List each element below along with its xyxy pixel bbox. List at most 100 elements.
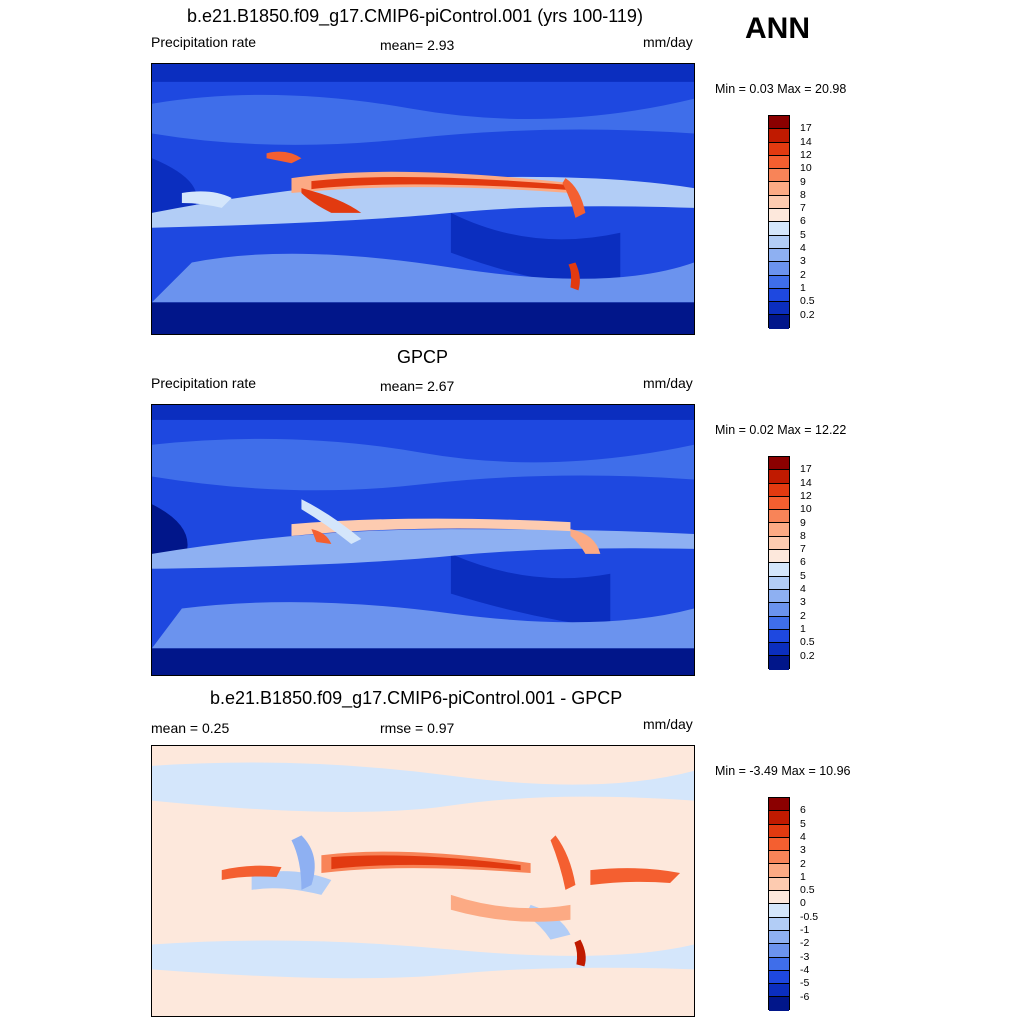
colorbar-tick-label: 2	[800, 857, 806, 870]
colorbar-segment	[769, 877, 789, 892]
colorbar-segment	[769, 235, 789, 249]
colorbar-segment	[769, 997, 789, 1011]
colorbar-segment	[769, 142, 789, 156]
colorbar-segment	[769, 851, 789, 865]
colorbar-segment	[769, 824, 789, 838]
colorbar-segment	[769, 315, 789, 329]
colorbar-tick-label: 5	[800, 817, 806, 830]
colorbar-segment	[769, 798, 789, 812]
colorbar-tick-label: 2	[800, 268, 806, 281]
panel-left-label: Precipitation rate	[151, 34, 257, 50]
model-precip-map	[151, 63, 695, 335]
colorbar-segment	[769, 917, 789, 931]
colorbar-tick-label: 6	[800, 804, 806, 817]
colorbar-segment	[769, 603, 789, 617]
panel-title: b.e21.B1850.f09_g17.CMIP6-piControl.001 …	[187, 6, 643, 26]
panel-left-label: Precipitation rate	[151, 375, 257, 391]
colorbar-tick-label: 0.5	[800, 636, 815, 649]
panel-mean-label: mean = 0.25	[151, 720, 230, 736]
colorbar-tick-label: 1	[800, 622, 806, 635]
colorbar-segment	[769, 550, 789, 564]
colorbar-tick-label: 12	[800, 489, 812, 502]
colorbar-segment	[769, 302, 789, 316]
colorbar-segment	[769, 209, 789, 223]
colorbar-segment	[769, 496, 789, 511]
colorbar-tick-label: 6	[800, 215, 806, 228]
colorbar-tick-label: 0.5	[800, 884, 815, 897]
colorbar-tick-label: -2	[800, 937, 810, 950]
colorbar-segment	[769, 944, 789, 958]
colorbar-segment	[769, 169, 789, 183]
colorbar-tick-label: 3	[800, 844, 806, 857]
panel-min-max: Min = -3.49 Max = 10.96	[715, 764, 851, 778]
diff-precip-map	[151, 745, 695, 1017]
colorbar-segment	[769, 248, 789, 263]
colorbar-tick-label: -4	[800, 963, 810, 976]
colorbar-tick-label: -3	[800, 950, 810, 963]
colorbar-segment	[769, 589, 789, 604]
colorbar-tick-label: 6	[800, 556, 806, 569]
colorbar-tick-label: 0	[800, 897, 806, 910]
colorbar-tick-label: 4	[800, 830, 806, 843]
colorbar-tick-label: 10	[800, 503, 812, 516]
colorbar-segment	[769, 891, 789, 905]
colorbar-segment	[769, 195, 789, 210]
colorbar-segment	[769, 129, 789, 143]
colorbar-tick-label: 7	[800, 202, 806, 215]
panel-title: b.e21.B1850.f09_g17.CMIP6-piControl.001 …	[210, 688, 623, 708]
colorbar-segment	[769, 970, 789, 985]
panel-units-label: mm/day	[643, 34, 693, 50]
colorbar-tick-label: 9	[800, 175, 806, 188]
colorbar-segment	[769, 222, 789, 236]
panel-mean-label: mean= 2.93	[380, 37, 455, 53]
colorbar-tick-label: -6	[800, 990, 810, 1003]
colorbar-tick-label: 3	[800, 596, 806, 609]
colorbar-segment	[769, 656, 789, 670]
obs-precip-map	[151, 404, 695, 676]
colorbar-diff	[768, 797, 790, 1011]
season-label: ANN	[745, 12, 810, 45]
colorbar-tick-label: 17	[800, 463, 812, 476]
colorbar-segment	[769, 629, 789, 644]
colorbar-tick-label: 14	[800, 476, 812, 489]
panel-mean-label: mean= 2.67	[380, 378, 455, 394]
colorbar-tick-label: 17	[800, 122, 812, 135]
colorbar-tick-label: 8	[800, 188, 806, 201]
colorbar-segment	[769, 864, 789, 878]
colorbar-segment	[769, 904, 789, 918]
colorbar-segment	[769, 182, 789, 196]
colorbar-segment	[769, 563, 789, 577]
colorbar-segment	[769, 483, 789, 497]
panel-units-label: mm/day	[643, 375, 693, 391]
colorbar-tick-label: 1	[800, 281, 806, 294]
colorbar-segment	[769, 510, 789, 524]
colorbar-segment	[769, 957, 789, 971]
colorbar-tick-label: 2	[800, 609, 806, 622]
colorbar-segment	[769, 536, 789, 551]
panel-min-max: Min = 0.02 Max = 12.22	[715, 423, 847, 437]
colorbar-segment	[769, 116, 789, 130]
precip-diff-field	[152, 746, 694, 1016]
colorbar-segment	[769, 155, 789, 170]
colorbar-tick-label: 1	[800, 870, 806, 883]
panel-title: GPCP	[397, 347, 449, 367]
colorbar-model	[768, 115, 790, 329]
panel-min-max: Min = 0.03 Max = 20.98	[715, 82, 847, 96]
colorbar-segment	[769, 262, 789, 276]
colorbar-tick-label: 7	[800, 543, 806, 556]
colorbar-segment	[769, 643, 789, 657]
colorbar-segment	[769, 523, 789, 537]
colorbar-tick-label: 8	[800, 529, 806, 542]
colorbar-segment	[769, 576, 789, 590]
colorbar-segment	[769, 288, 789, 303]
colorbar-tick-label: 0.2	[800, 308, 815, 321]
panel-units-label: mm/day	[643, 716, 693, 732]
colorbar-segment	[769, 984, 789, 998]
precip-field	[152, 405, 694, 675]
colorbar-segment	[769, 470, 789, 484]
panel-rmse-label: rmse = 0.97	[380, 720, 455, 736]
colorbar-obs	[768, 456, 790, 670]
colorbar-tick-label: 12	[800, 148, 812, 161]
colorbar-tick-label: 3	[800, 255, 806, 268]
colorbar-segment	[769, 457, 789, 471]
